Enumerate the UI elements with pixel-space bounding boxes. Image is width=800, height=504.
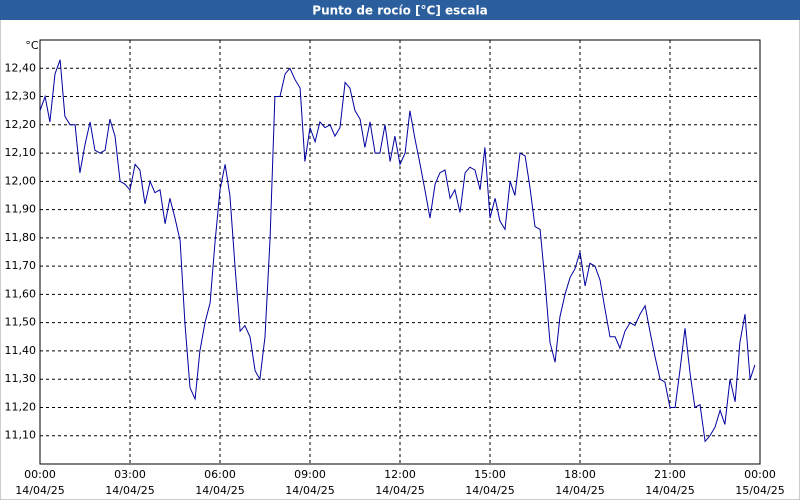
y-tick-label: 11,70 [5, 259, 37, 272]
x-tick-label: 12:00 [384, 468, 416, 481]
x-tick-date: 14/04/25 [195, 484, 244, 497]
x-tick-label: 00:00 [744, 468, 776, 481]
y-tick-label: 12,10 [5, 146, 37, 159]
x-tick-date: 14/04/25 [375, 484, 424, 497]
y-tick-label: 11,30 [5, 372, 37, 385]
data-line [39, 59, 756, 443]
x-tick-label: 00:00 [24, 468, 56, 481]
x-tick-date: 14/04/25 [465, 484, 514, 497]
chart-title: Punto de rocío [°C] escala [312, 4, 487, 18]
y-tick-label: 12,30 [5, 90, 37, 103]
plot-border [39, 39, 761, 465]
x-tick-label: 09:00 [294, 468, 326, 481]
x-tick-date: 14/04/25 [15, 484, 64, 497]
x-tick-date: 15/04/25 [735, 484, 784, 497]
title-bar [0, 0, 800, 20]
x-tick-label: 18:00 [564, 468, 596, 481]
y-tick-label: 11,40 [5, 344, 37, 357]
x-tick-label: 06:00 [204, 468, 236, 481]
y-tick-label: 12,20 [5, 118, 37, 131]
y-tick-label: 12,40 [5, 61, 37, 74]
y-tick-label: 11,20 [5, 400, 37, 413]
y-tick-label: 11,10 [5, 429, 37, 442]
x-tick-date: 14/04/25 [105, 484, 154, 497]
x-tick-label: 21:00 [654, 468, 686, 481]
y-tick-label: 11,90 [5, 203, 37, 216]
y-tick-label: 11,50 [5, 316, 37, 329]
y-tick-label: 12,00 [5, 174, 37, 187]
x-tick-date: 14/04/25 [645, 484, 694, 497]
x-tick-date: 14/04/25 [285, 484, 334, 497]
x-tick-label: 03:00 [114, 468, 146, 481]
y-tick-label: 11,80 [5, 231, 37, 244]
y-unit: °C [25, 39, 39, 52]
y-tick-label: 11,60 [5, 287, 37, 300]
x-tick-label: 15:00 [474, 468, 506, 481]
x-tick-date: 14/04/25 [555, 484, 604, 497]
